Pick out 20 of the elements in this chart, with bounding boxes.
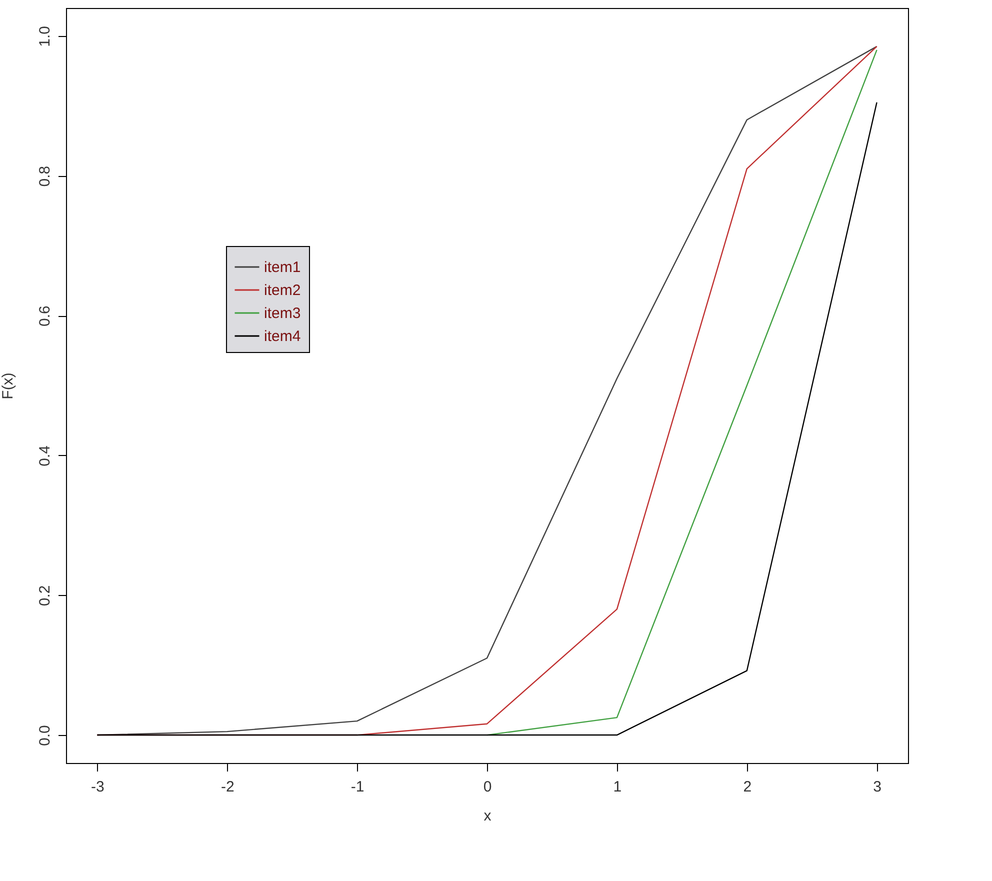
y-tick-label: 0.0 xyxy=(36,725,54,746)
y-tick-label: 0.2 xyxy=(36,585,54,606)
y-tick-label: 0.6 xyxy=(36,306,54,327)
x-tick-label: -1 xyxy=(350,778,364,796)
legend-label: item4 xyxy=(264,328,301,345)
x-tick-label: 1 xyxy=(613,778,622,796)
x-axis-title: x xyxy=(484,808,492,824)
y-tick-label: 1.0 xyxy=(36,26,54,47)
legend-label: item2 xyxy=(264,282,301,299)
y-tick-label: 0.8 xyxy=(36,166,54,187)
y-axis-title: F(x) xyxy=(0,372,16,400)
legend-label: item3 xyxy=(264,305,301,322)
x-tick-label: 3 xyxy=(873,778,882,796)
x-tick-label: -2 xyxy=(220,778,234,796)
legend-label: item1 xyxy=(264,259,301,276)
x-tick-label: -3 xyxy=(91,778,104,796)
line-series xyxy=(486,49,878,736)
x-tick-label: 2 xyxy=(743,778,752,796)
y-tick-label: 0.4 xyxy=(36,445,54,466)
x-tick-label: 0 xyxy=(483,778,492,796)
